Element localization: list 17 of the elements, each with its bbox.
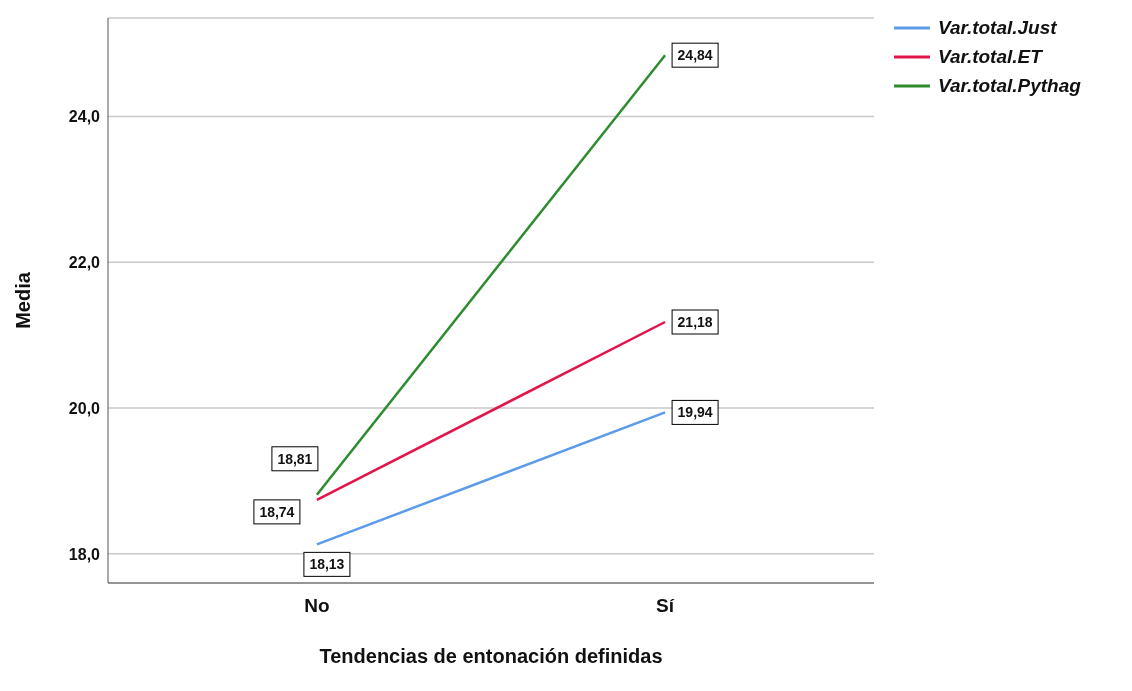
- data-label: 19,94: [677, 404, 713, 421]
- y-tick-label: 24,0: [68, 108, 101, 126]
- data-label: 18,74: [259, 503, 295, 520]
- legend-label: Var.total.ET: [938, 45, 1042, 68]
- x-tick-label: Sí: [656, 595, 675, 617]
- legend-label: Var.total.Pythag: [938, 74, 1081, 97]
- data-label: 21,18: [677, 314, 713, 331]
- data-label: 18,81: [277, 450, 313, 467]
- x-tick-label: No: [304, 595, 330, 617]
- data-label: 18,13: [309, 556, 345, 573]
- y-axis-title: Media: [12, 271, 35, 329]
- x-axis-title: Tendencias de entonación definidas: [319, 645, 663, 667]
- y-tick-label: 22,0: [68, 253, 101, 271]
- y-tick-label: 20,0: [68, 399, 101, 417]
- y-tick-label: 18,0: [68, 545, 101, 563]
- data-label: 24,84: [677, 47, 713, 64]
- legend-label: Var.total.Just: [938, 16, 1057, 39]
